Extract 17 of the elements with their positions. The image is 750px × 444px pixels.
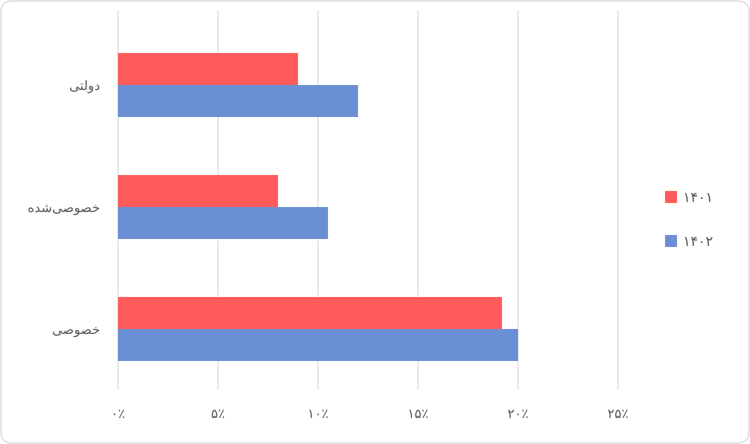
- x-tick-label: ۵٪: [211, 407, 225, 422]
- x-tick-label: ۲۵٪: [608, 407, 628, 422]
- x-tick-label: ۰٪: [111, 407, 125, 422]
- y-tick-label: دولتی: [69, 79, 100, 94]
- bar: [118, 53, 298, 85]
- legend-label: ۱۴۰۱: [683, 190, 714, 206]
- y-tick-label: خصوصی‌شده: [28, 201, 100, 216]
- bar: [118, 207, 328, 239]
- x-tick-label: ۲۰٪: [508, 407, 528, 422]
- x-tick-label: ۱۰٪: [308, 407, 328, 422]
- bar: [118, 297, 502, 329]
- x-tick-label: ۱۵٪: [408, 407, 428, 422]
- bar: [118, 329, 518, 361]
- bar: [118, 175, 278, 207]
- legend-label: ۱۴۰۲: [683, 234, 714, 250]
- bar: [118, 85, 358, 117]
- y-tick-label: خصوصی: [52, 323, 100, 338]
